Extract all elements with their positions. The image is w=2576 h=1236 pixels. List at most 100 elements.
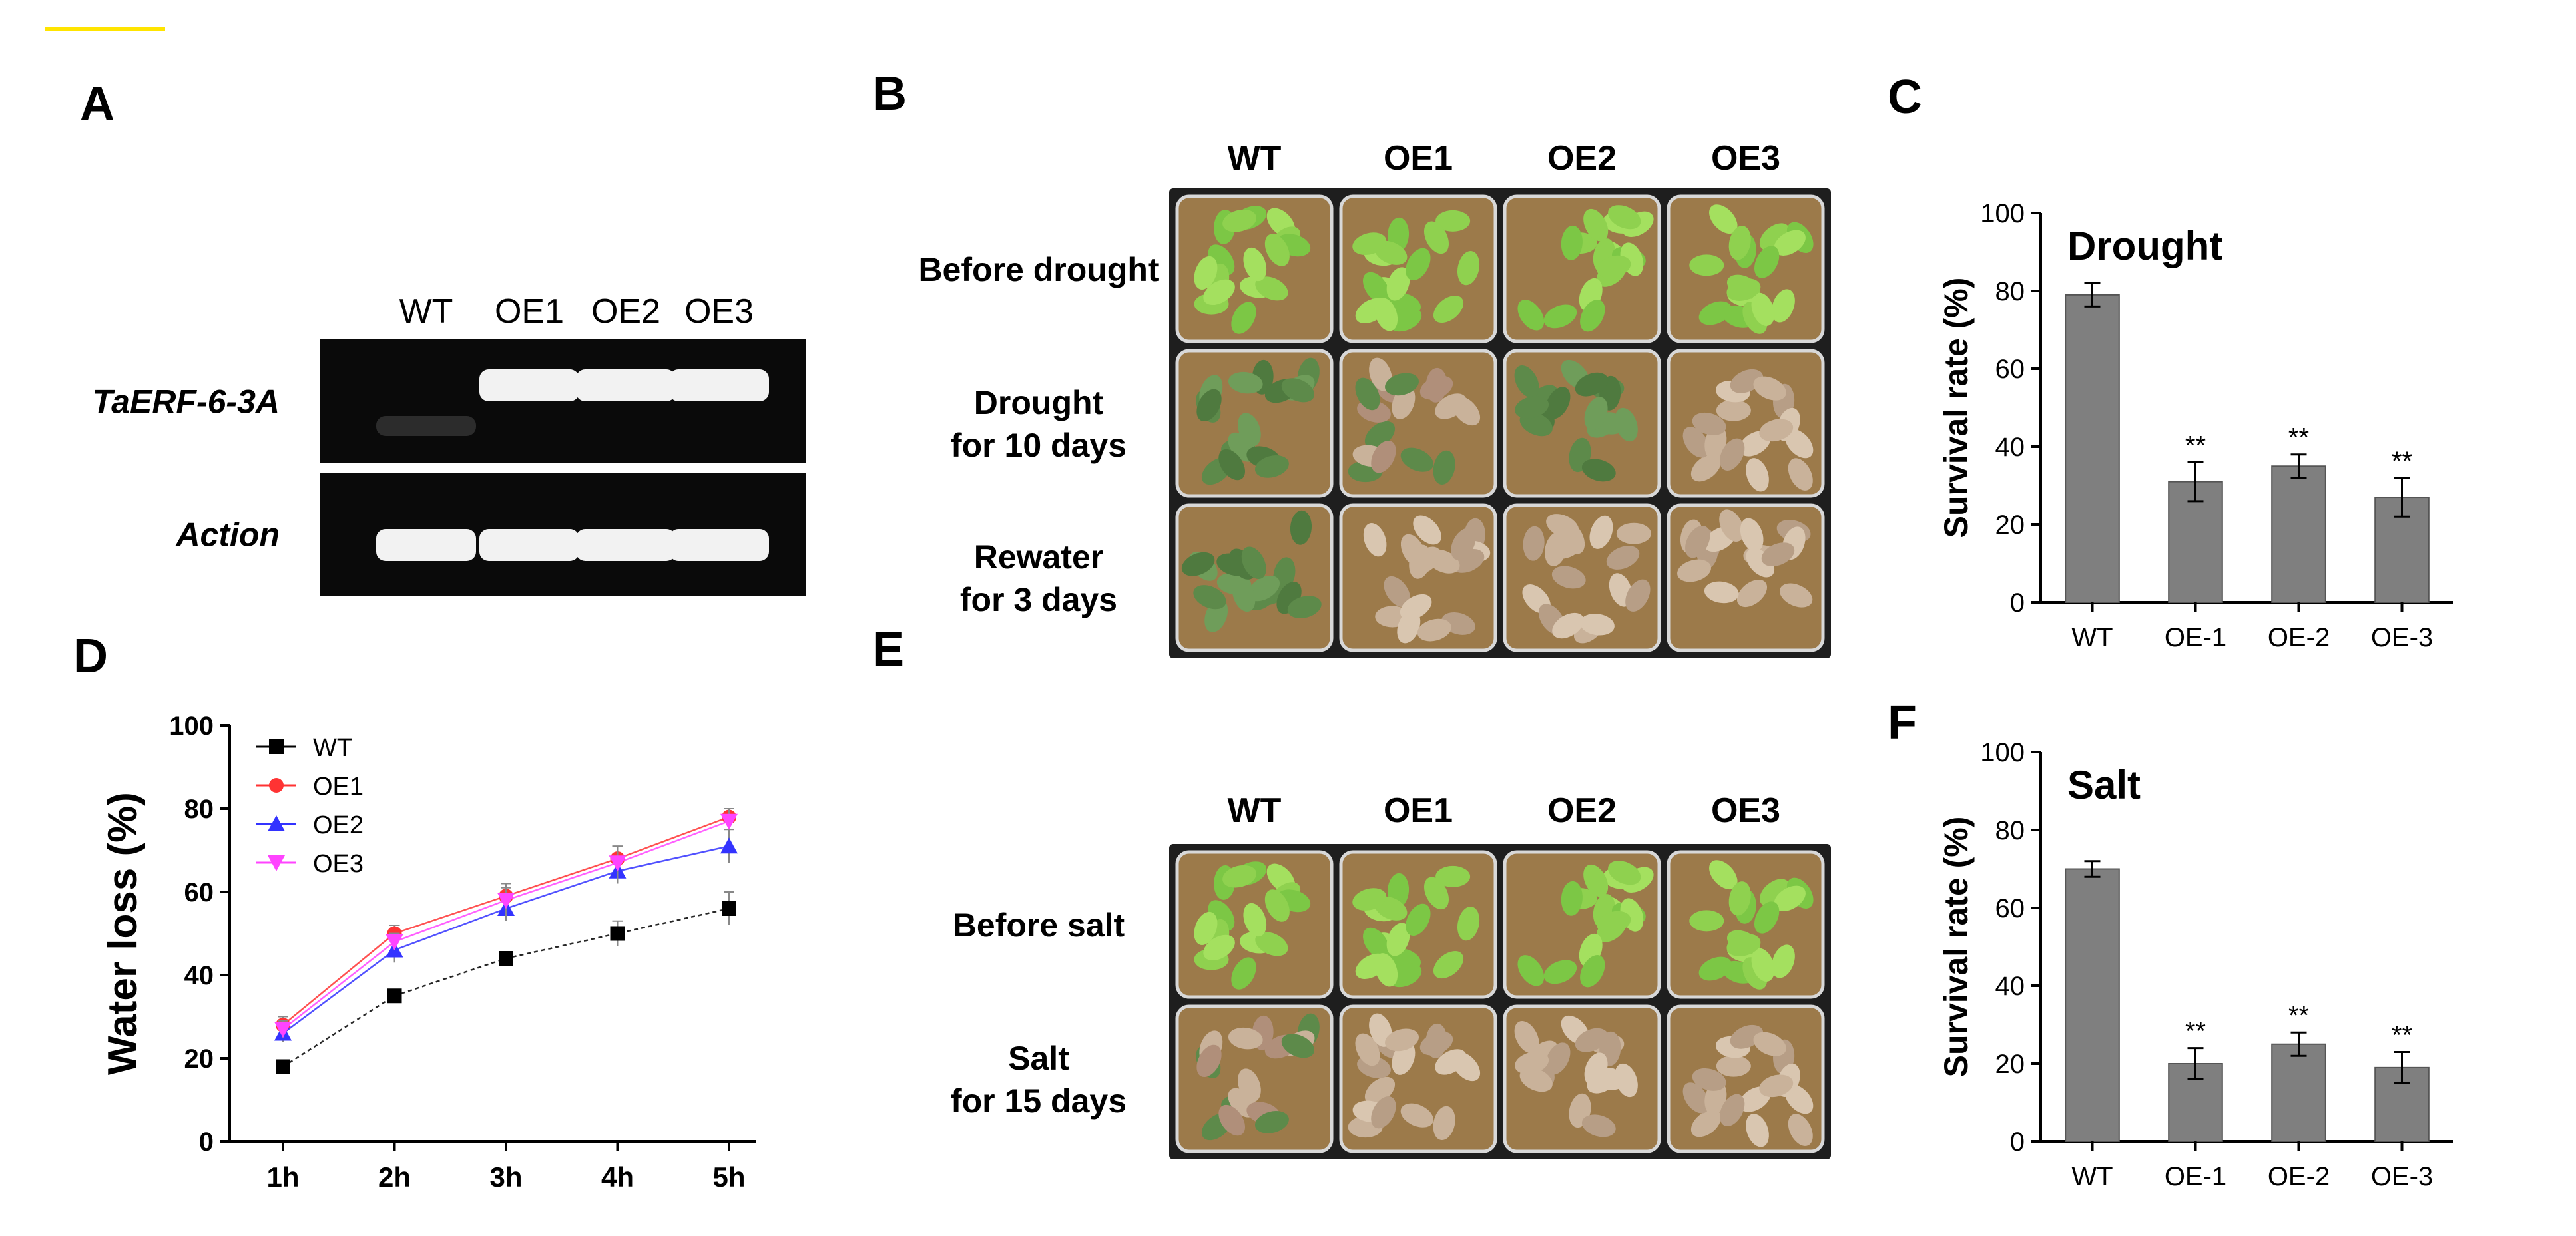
leaf: [1435, 1049, 1467, 1075]
leaf: [1543, 304, 1577, 329]
leaf: [1514, 1020, 1539, 1054]
y-tick-label: 100: [169, 712, 214, 741]
significance-mark: **: [2392, 447, 2412, 476]
y-tick-label: 0: [2010, 588, 2025, 618]
leaf: [1194, 256, 1218, 290]
leaf: [1575, 372, 1609, 397]
leaf: [1222, 209, 1257, 232]
x-tick-label: WT: [2071, 623, 2113, 652]
leaf: [1363, 523, 1387, 557]
legend-label: WT: [313, 734, 352, 762]
leaf: [1423, 221, 1449, 254]
photo-row-label: Drought: [974, 384, 1104, 421]
leaf: [1754, 901, 1780, 934]
leaf: [1615, 1063, 1638, 1098]
data-point: [722, 901, 736, 916]
photo-column-label: WT: [1228, 139, 1282, 178]
leaf: [1726, 278, 1761, 301]
leaf: [1751, 292, 1775, 326]
bar: [2271, 465, 2326, 603]
panel-letter-e: E: [872, 623, 904, 676]
leaf: [1241, 546, 1266, 580]
leaf: [1384, 576, 1411, 608]
data-point: [720, 837, 738, 854]
leaf: [1580, 300, 1605, 332]
leaf: [1419, 375, 1453, 400]
photo-row-label: Rewater: [974, 538, 1104, 576]
leaf: [1400, 534, 1425, 567]
panel-letter-b: B: [872, 67, 907, 120]
leaf: [1677, 559, 1711, 582]
x-tick-label: OE-2: [2268, 1162, 2330, 1191]
data-point: [269, 739, 284, 754]
leaf: [1193, 585, 1226, 610]
photo-column-label: OE2: [1547, 791, 1617, 830]
leaf: [1581, 1114, 1616, 1137]
y-tick-label: 60: [1995, 355, 2025, 384]
data-point: [609, 855, 627, 872]
leaf: [1682, 427, 1710, 458]
x-tick-label: 3h: [489, 1161, 522, 1193]
leaf: [1584, 397, 1608, 431]
leaf: [1363, 272, 1390, 304]
leaf: [1238, 413, 1261, 447]
leaf: [1255, 276, 1288, 301]
leaf: [1761, 542, 1795, 567]
leaf: [1255, 932, 1288, 956]
leaf: [1194, 911, 1218, 945]
photo-tray-frame: [1169, 844, 1831, 1159]
leaf: [1457, 250, 1480, 286]
leaf: [1746, 1114, 1769, 1147]
photo-row-label: for 10 days: [951, 427, 1127, 464]
y-tick-label: 0: [2010, 1128, 2025, 1157]
gel-row-label: TaERF-6-3A: [92, 383, 280, 421]
leaf: [1716, 399, 1751, 421]
leaf: [1759, 1074, 1794, 1098]
leaf: [1406, 248, 1431, 281]
photo-row-label: for 3 days: [960, 581, 1117, 618]
photo-row-label: Salt: [1008, 1040, 1069, 1077]
leaf: [1386, 923, 1410, 956]
y-tick-label: 20: [1995, 511, 2025, 540]
gel-band: [576, 529, 676, 561]
y-tick-label: 40: [184, 961, 214, 990]
leaf: [1682, 1082, 1710, 1114]
leaf: [1616, 522, 1651, 544]
leaf: [1547, 536, 1581, 559]
leaf: [1581, 459, 1616, 482]
leaf: [1290, 510, 1312, 545]
y-tick-label: 80: [1995, 816, 2025, 845]
leaf: [1374, 953, 1398, 987]
leaf: [1720, 1094, 1745, 1126]
legend-label: OE2: [313, 811, 364, 839]
x-tick-label: OE-1: [2165, 1162, 2226, 1191]
significance-mark: **: [2185, 431, 2206, 460]
leaf: [1589, 515, 1613, 549]
leaf: [1561, 881, 1583, 916]
panel-letter-f: F: [1888, 696, 1917, 749]
leaf: [1371, 1096, 1396, 1129]
x-tick-label: 5h: [712, 1161, 745, 1193]
leaf: [1385, 1028, 1419, 1052]
leaf: [1352, 888, 1387, 911]
legend-label: OE3: [313, 850, 364, 878]
data-point: [274, 1022, 292, 1038]
chart-title: Drought: [2067, 224, 2222, 268]
leaf: [1546, 514, 1579, 538]
drought-photo-grid: WT OE1 OE2 OE3 Before drought Drought for 10 d…: [918, 139, 1831, 658]
leaf: [1406, 903, 1431, 936]
leaf: [1228, 1027, 1263, 1050]
significance-mark: **: [2288, 1001, 2309, 1030]
bar: [2271, 1043, 2326, 1142]
leaf: [1751, 948, 1775, 982]
leaf: [1552, 612, 1584, 639]
leaf: [1457, 906, 1480, 941]
data-point: [387, 988, 402, 1004]
leaf: [1400, 447, 1433, 472]
photo-row-label: Before salt: [953, 907, 1125, 944]
leaf: [1698, 301, 1732, 325]
leaf: [1451, 528, 1476, 560]
x-tick-label: 1h: [266, 1161, 299, 1193]
leaf: [1232, 578, 1256, 612]
